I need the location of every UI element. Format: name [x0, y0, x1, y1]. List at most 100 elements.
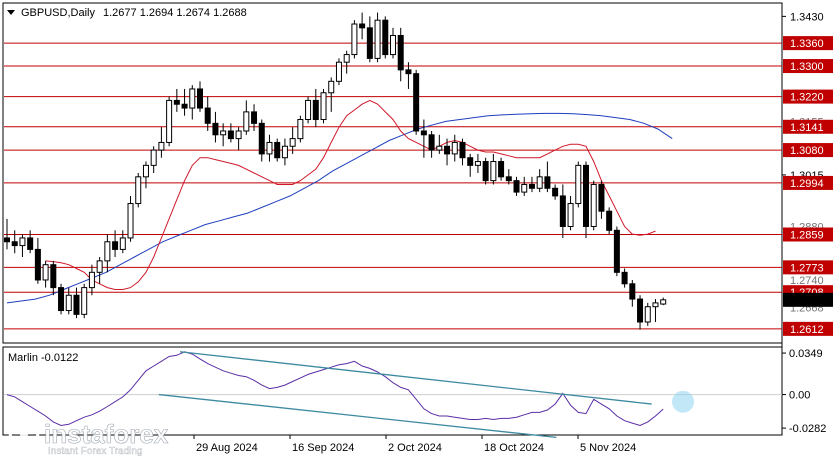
candle-body [536, 176, 543, 189]
candle-body [189, 88, 196, 109]
candle-body [266, 141, 273, 155]
candle-body [428, 134, 435, 151]
level-tag [783, 260, 833, 275]
level-tag [783, 119, 833, 134]
slow-ma-line [6, 112, 673, 304]
moving-averages [6, 99, 673, 304]
candle-body [297, 119, 304, 140]
candles [4, 12, 667, 330]
time-tick-label: 18 Oct 2024 [484, 442, 544, 454]
level-tag-label: 1.2859 [790, 230, 824, 242]
candle-body [382, 19, 389, 56]
candle-body [42, 264, 49, 281]
candle-body [11, 241, 18, 247]
candle-body [559, 195, 566, 227]
candle-body [328, 80, 335, 94]
candle-body [235, 130, 242, 140]
osc-tick-label: -0.0282 [789, 423, 826, 435]
candle-body [575, 164, 582, 205]
marlin-line [6, 351, 664, 427]
candle-body [34, 248, 41, 281]
candle-body [150, 149, 157, 166]
channel-line [179, 351, 652, 405]
candle-body [96, 260, 103, 273]
watermark-brand: instaforex [44, 419, 169, 449]
candle-body [81, 287, 88, 315]
level-tag-label: 1.2994 [790, 178, 824, 190]
candle-body [320, 92, 327, 121]
candle-body [451, 141, 458, 155]
candle-body [444, 145, 451, 155]
candle-body [583, 164, 589, 227]
candle-body [413, 73, 420, 132]
candle-body [88, 271, 95, 289]
candle-body [274, 141, 281, 159]
candle-body [590, 183, 597, 227]
candle-body [490, 161, 497, 182]
price-axis: 1.34301.30151.31551.28801.27401.26681.33… [782, 11, 833, 336]
candle-body [50, 264, 57, 289]
candle-body [142, 164, 149, 178]
logo-core-icon [19, 427, 29, 437]
ohlc-readout: 1.2677 1.2694 1.2674 1.2688 [103, 7, 247, 19]
candle-body [19, 237, 26, 247]
candle-body [498, 161, 505, 178]
candle-body [660, 299, 667, 305]
marlin-oscillator: 0.0349 0.00 -0.0282 [4, 348, 826, 439]
level-tag-label: 1.3360 [790, 38, 824, 50]
candle-body [436, 145, 443, 151]
level-tag-label: 1.2773 [790, 262, 824, 274]
instaforex-logo: instaforex Instant Forex Trading [8, 416, 169, 457]
candle-body [513, 180, 520, 193]
chart-menu-icon[interactable] [7, 10, 15, 15]
candle-body [629, 283, 636, 300]
candle-body [197, 88, 203, 109]
price-tick-label: 1.3430 [790, 11, 824, 23]
candle-body [598, 183, 605, 212]
candle-body [613, 229, 620, 273]
current-price-tag [783, 292, 833, 307]
highlight-marker [672, 390, 694, 413]
time-tick-label: 29 Aug 2024 [196, 442, 258, 454]
candle-body [459, 141, 466, 159]
candle-body [606, 210, 613, 231]
price-tick-label: 1.2740 [790, 275, 824, 287]
candle-body [644, 306, 651, 323]
level-tag [783, 227, 833, 242]
candle-body [420, 130, 427, 136]
candle-body [181, 103, 188, 109]
candle-body [637, 298, 644, 323]
level-tag-label: 1.2612 [790, 324, 824, 336]
time-tick-label: 16 Sep 2024 [292, 442, 354, 454]
candle-body [405, 69, 412, 75]
osc-tick-label: 0.00 [789, 390, 810, 402]
candle-body [652, 302, 659, 308]
candle-body [212, 122, 219, 136]
level-tag [783, 36, 833, 51]
candle-body [482, 161, 489, 182]
candle-body [227, 130, 234, 140]
level-tag-label: 1.3141 [790, 122, 824, 134]
candle-body [220, 130, 227, 136]
candle-body [343, 54, 350, 63]
candle-body [243, 111, 250, 132]
watermark-tagline: Instant Forex Trading [48, 446, 143, 457]
candle-body [474, 161, 481, 166]
support-resistance-levels [4, 42, 782, 330]
candle-body [351, 23, 358, 56]
candle-body [112, 241, 119, 250]
candle-body [528, 183, 535, 189]
candle-body [204, 107, 211, 124]
candle-body [104, 241, 111, 262]
level-tag [783, 59, 833, 74]
candle-body [4, 237, 10, 243]
candle-body [173, 99, 180, 105]
level-tag-label: 1.3220 [790, 92, 824, 104]
time-tick-label: 2 Oct 2024 [388, 442, 442, 454]
candle-body [251, 111, 258, 124]
candle-body [621, 271, 628, 285]
time-axis: 29 Aug 2024 16 Sep 2024 2 Oct 2024 18 Oct 2… [193, 435, 636, 454]
candle-body [289, 138, 296, 147]
